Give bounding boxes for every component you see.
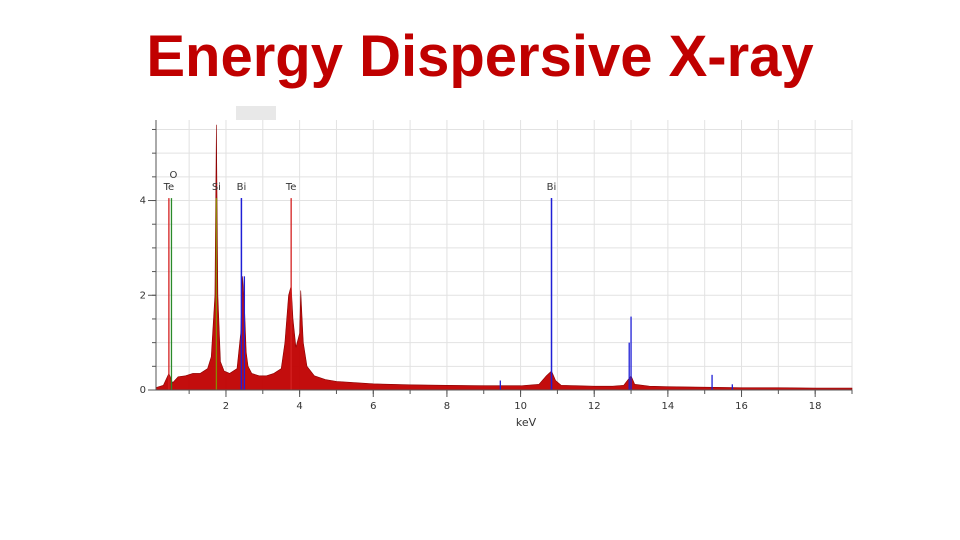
y-tick-label: 2: [140, 290, 146, 301]
spectrum-area: [155, 124, 853, 391]
x-tick-label: 8: [444, 401, 450, 412]
element-marker-label: Bi: [547, 182, 557, 193]
chart-tab-stub: [236, 106, 276, 121]
plot-background: [156, 120, 852, 390]
x-tick-label: 16: [735, 401, 748, 412]
slide-title: Energy Dispersive X-ray: [146, 24, 814, 89]
axes: 0 2 4 2 4 6 8 10 12 14 16 18: [140, 120, 853, 412]
element-marker-label: Te: [163, 182, 175, 193]
x-tick-label: 4: [296, 401, 302, 412]
x-tick-label: 2: [223, 401, 229, 412]
element-marker-label: Te: [285, 182, 297, 193]
element-markers: OTe Si Bi Te Bi: [163, 170, 557, 390]
x-tick-label: 10: [514, 401, 527, 412]
element-marker-label: Si: [212, 182, 221, 193]
eds-chart: O Te Si Bi Te Bi 0 2 4 2 4 6 8 10 12 14 16 18 keV: [130, 100, 870, 440]
x-tick-label: 12: [588, 401, 601, 412]
y-tick-label: 0: [140, 385, 146, 396]
x-tick-label: 6: [370, 401, 376, 412]
x-tick-label: 18: [809, 401, 822, 412]
y-tick-label: 4: [140, 196, 146, 207]
element-marker-label: Bi: [237, 182, 247, 193]
x-tick-label: 14: [662, 401, 675, 412]
x-axis-label: keV: [516, 416, 537, 429]
element-marker-label: O: [170, 170, 178, 181]
grid: [156, 120, 853, 390]
